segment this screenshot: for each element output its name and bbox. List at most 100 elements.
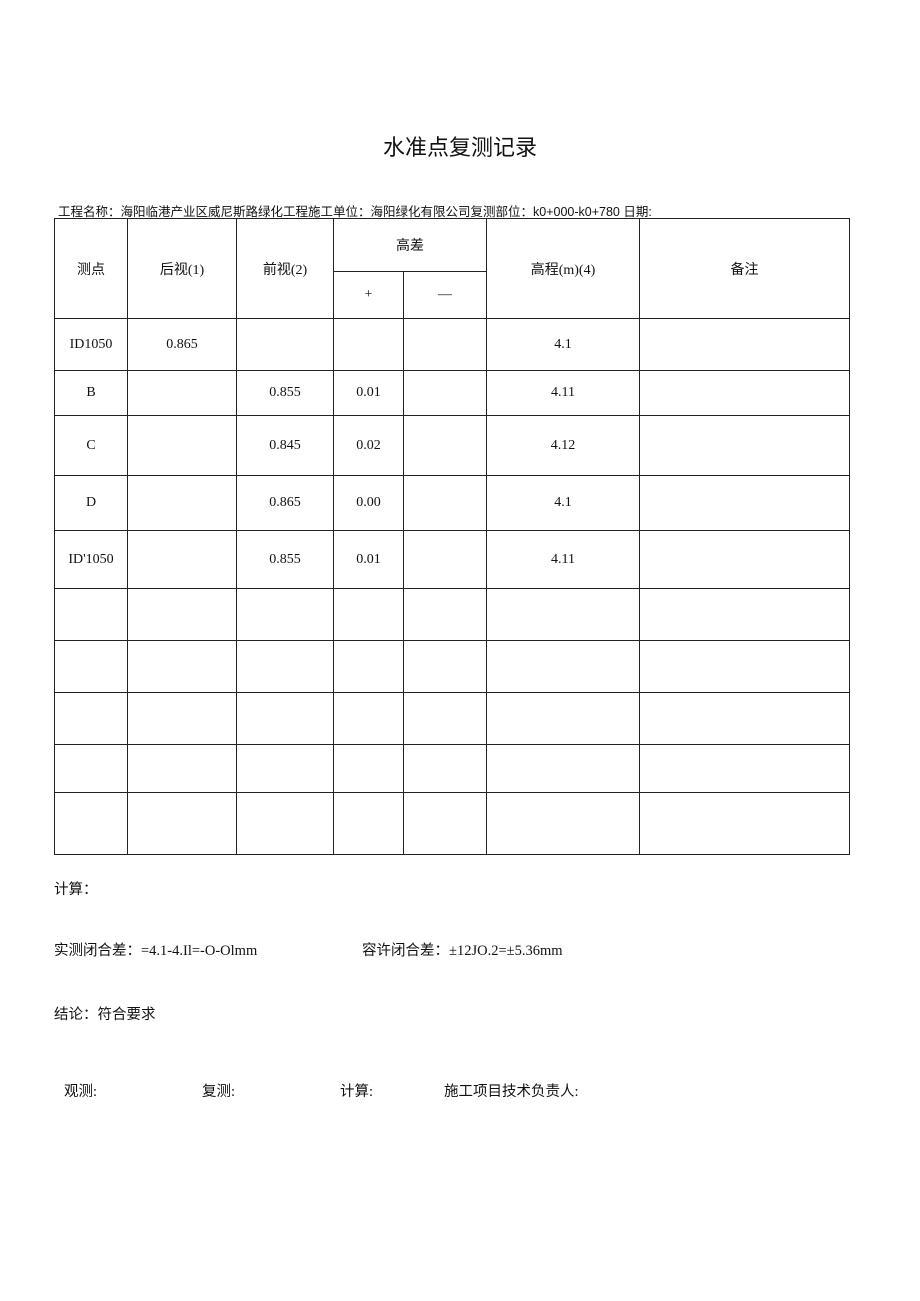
cell-point <box>54 744 128 793</box>
cell-backsight <box>127 530 237 589</box>
cell-foresight <box>236 692 334 745</box>
table-row <box>54 588 850 641</box>
cell-elevation <box>486 792 640 855</box>
cell-minus <box>403 318 487 371</box>
header-diff: 高差 <box>333 218 487 272</box>
cell-minus <box>403 744 487 793</box>
cell-foresight: 0.855 <box>236 530 334 589</box>
cell-minus <box>403 640 487 693</box>
cell-backsight <box>127 415 237 476</box>
cell-plus <box>333 792 404 855</box>
cell-backsight <box>127 744 237 793</box>
sign-observe: 观测: <box>64 1084 98 1100</box>
cell-backsight <box>127 792 237 855</box>
cell-point: C <box>54 415 128 476</box>
table-row <box>54 640 850 693</box>
cell-backsight <box>127 640 237 693</box>
table-row <box>54 792 850 855</box>
cell-elevation <box>486 640 640 693</box>
cell-remarks <box>639 692 850 745</box>
cell-plus: 0.02 <box>333 415 404 476</box>
cell-plus: 0.01 <box>333 370 404 416</box>
header-elevation: 高程(m)(4) <box>486 218 640 319</box>
cell-foresight <box>236 318 334 371</box>
table-row: C 0.845 0.02 4.12 <box>54 415 850 476</box>
cell-foresight <box>236 792 334 855</box>
cell-foresight <box>236 588 334 641</box>
cell-remarks <box>639 744 850 793</box>
table-row: ID'1050 0.855 0.01 4.11 <box>54 530 850 589</box>
cell-foresight: 0.845 <box>236 415 334 476</box>
cell-point <box>54 792 128 855</box>
cell-minus <box>403 792 487 855</box>
header-point: 测点 <box>54 218 128 319</box>
cell-elevation: 4.11 <box>486 370 640 416</box>
sign-calc: 计算: <box>340 1084 374 1100</box>
cell-foresight: 0.865 <box>236 475 334 531</box>
allowed-closure: 容许闭合差：±12JO.2=±5.36mm <box>362 943 563 959</box>
calc-label: 计算： <box>54 882 98 898</box>
header-backsight: 后视(1) <box>127 218 237 319</box>
header-plus: + <box>333 271 404 319</box>
header-foresight: 前视(2) <box>236 218 334 319</box>
cell-point: B <box>54 370 128 416</box>
cell-plus <box>333 318 404 371</box>
cell-remarks <box>639 792 850 855</box>
cell-plus <box>333 588 404 641</box>
cell-remarks <box>639 370 850 416</box>
cell-elevation <box>486 692 640 745</box>
cell-backsight <box>127 370 237 416</box>
project-info: 工程名称：海阳临港产业区威尼斯路绿化工程施工单位：海阳绿化有限公司复测部位：k0… <box>58 205 652 219</box>
cell-minus <box>403 692 487 745</box>
cell-remarks <box>639 640 850 693</box>
cell-point: D <box>54 475 128 531</box>
cell-plus <box>333 640 404 693</box>
cell-remarks <box>639 588 850 641</box>
cell-minus <box>403 370 487 416</box>
header-minus: — <box>403 271 487 319</box>
cell-minus <box>403 530 487 589</box>
cell-foresight: 0.855 <box>236 370 334 416</box>
cell-point <box>54 692 128 745</box>
cell-plus: 0.01 <box>333 530 404 589</box>
cell-minus <box>403 475 487 531</box>
cell-point: ID1050 <box>54 318 128 371</box>
cell-point: ID'1050 <box>54 530 128 589</box>
measured-closure: 实测闭合差：=4.1-4.Il=-O-Olmm <box>54 943 258 959</box>
cell-plus <box>333 692 404 745</box>
level-record-table: 测点 后视(1) 前视(2) 高差 高程(m)(4) 备注 + — ID1050… <box>54 218 850 855</box>
cell-foresight <box>236 744 334 793</box>
sign-tech-lead: 施工项目技术负责人: <box>444 1084 579 1100</box>
cell-minus <box>403 588 487 641</box>
header-remarks: 备注 <box>639 218 850 319</box>
cell-remarks <box>639 318 850 371</box>
cell-minus <box>403 415 487 476</box>
cell-elevation: 4.1 <box>486 475 640 531</box>
cell-elevation: 4.1 <box>486 318 640 371</box>
cell-backsight: 0.865 <box>127 318 237 371</box>
cell-elevation <box>486 744 640 793</box>
cell-remarks <box>639 415 850 476</box>
conclusion: 结论：符合要求 <box>54 1007 156 1023</box>
cell-plus <box>333 744 404 793</box>
cell-point <box>54 640 128 693</box>
cell-backsight <box>127 475 237 531</box>
table-row: ID1050 0.865 4.1 <box>54 318 850 371</box>
cell-elevation <box>486 588 640 641</box>
table-row: B 0.855 0.01 4.11 <box>54 370 850 416</box>
table-row: D 0.865 0.00 4.1 <box>54 475 850 531</box>
cell-foresight <box>236 640 334 693</box>
cell-remarks <box>639 475 850 531</box>
cell-plus: 0.00 <box>333 475 404 531</box>
page-title: 水准点复测记录 <box>382 135 537 160</box>
cell-backsight <box>127 588 237 641</box>
table-row <box>54 744 850 793</box>
sign-recheck: 复测: <box>202 1084 236 1100</box>
table-row <box>54 692 850 745</box>
cell-elevation: 4.12 <box>486 415 640 476</box>
cell-backsight <box>127 692 237 745</box>
cell-elevation: 4.11 <box>486 530 640 589</box>
cell-point <box>54 588 128 641</box>
cell-remarks <box>639 530 850 589</box>
